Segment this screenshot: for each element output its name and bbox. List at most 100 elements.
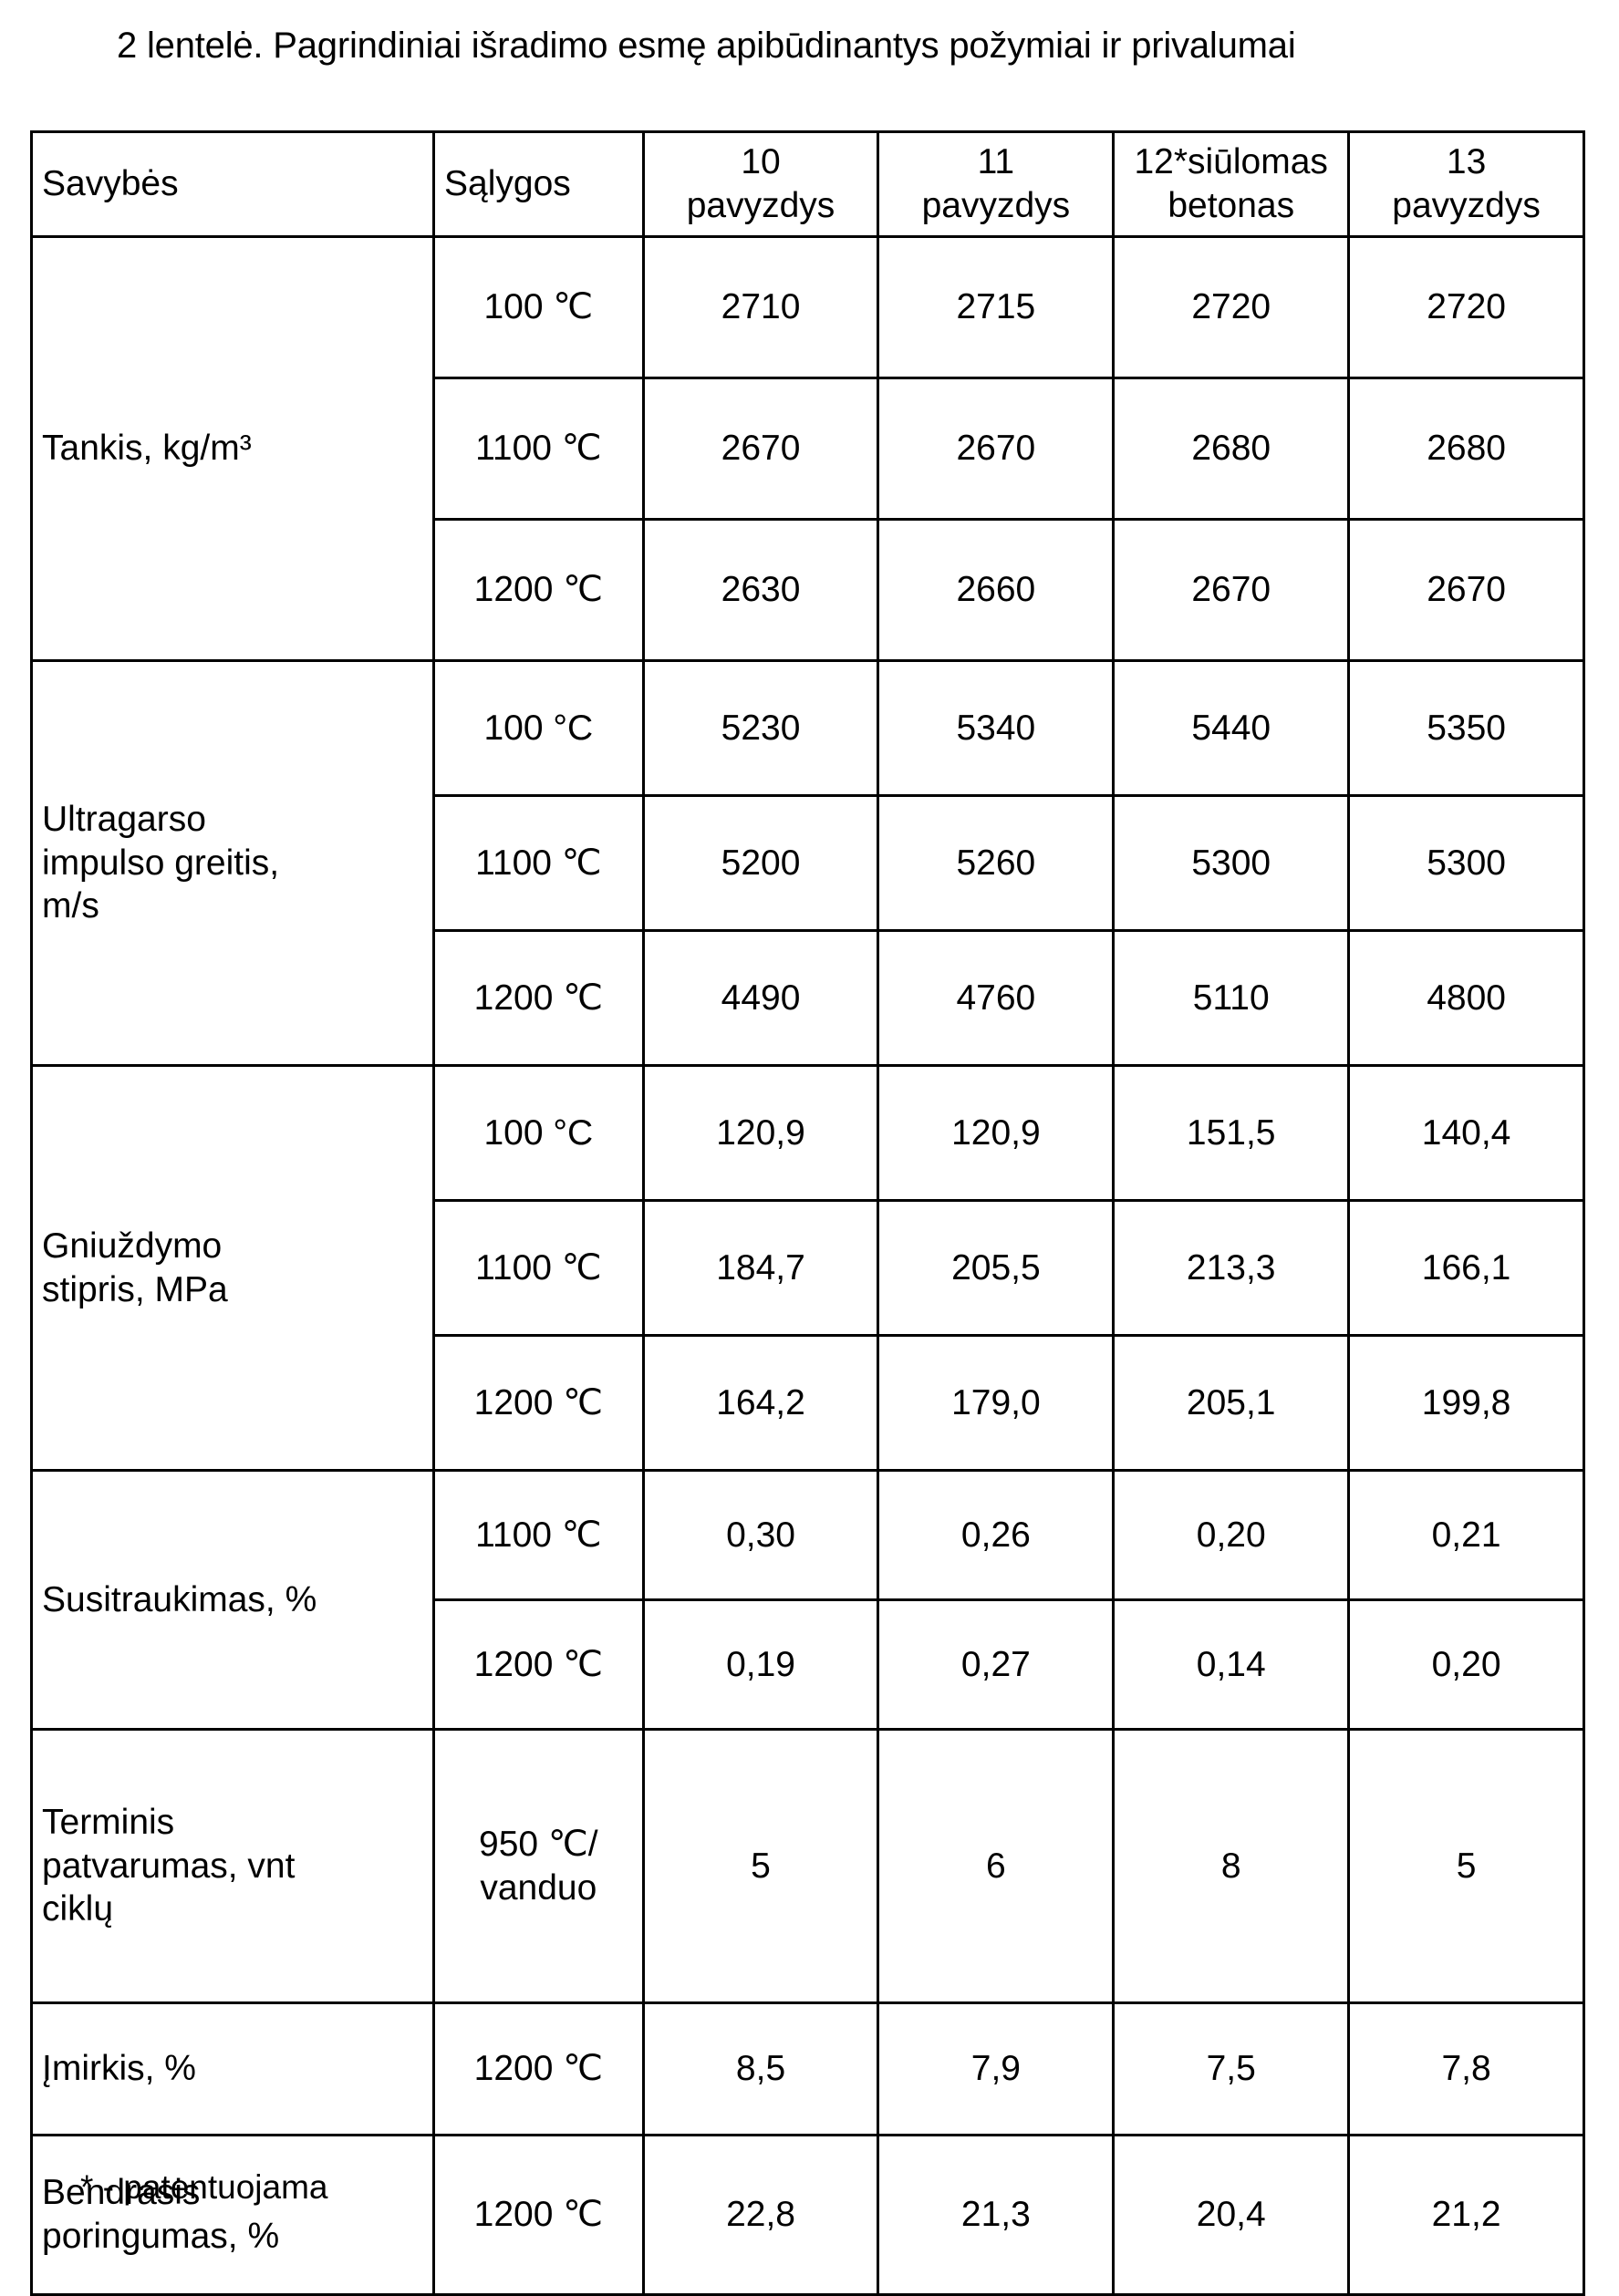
- value-cell-sample-2: 0,27: [877, 1598, 1116, 1731]
- value-cell-sample-4: 166,1: [1347, 1199, 1585, 1337]
- table-row: Bendrasis poringumas, % 1200 ℃ 22,8 21,3 20,…: [29, 2134, 1585, 2296]
- value-cell-sample-4: 0,21: [1347, 1469, 1585, 1601]
- value-cell-sample-1: 0,30: [641, 1469, 880, 1601]
- table-row: Terminis patvarumas, vnt ciklų 950 ℃/ van…: [29, 1728, 1585, 2004]
- value-cell-sample-1: 164,2: [641, 1334, 880, 1472]
- table-row: 1100 ℃ 2670 2670 2680 2680: [32, 377, 1585, 521]
- header-cell-sample-1: 10 pavyzdys: [641, 130, 880, 238]
- value-cell-sample-4: 5: [1347, 1728, 1585, 2004]
- table-row: Tankis, kg/m³ 100 ℃ 2710 2715 2720 2720: [29, 235, 1585, 662]
- value-cell-sample-3: 8: [1112, 1728, 1351, 2004]
- table-header-row: Savybės Sąlygos 10 pavyzdys 11 pavyzdys 12*s…: [29, 130, 1585, 238]
- property-label-cell: Gniuždymo stipris, MPa: [29, 1064, 436, 1472]
- value-cell-sample-2: 0,26: [877, 1469, 1116, 1601]
- value-cell-sample-2: 179,0: [877, 1334, 1116, 1472]
- condition-cell: 1200 ℃: [432, 2134, 645, 2296]
- header-cell-sample-4: 13 pavyzdys: [1347, 130, 1585, 238]
- value-cell-sample-3: 20,4: [1112, 2134, 1351, 2296]
- value-cell-sample-4: 199,8: [1347, 1334, 1585, 1472]
- properties-table: Savybės Sąlygos 10 pavyzdys 11 pavyzdys 12*s…: [29, 130, 1585, 2296]
- value-cell-sample-2: 7,9: [877, 2001, 1116, 2136]
- value-cell-sample-1: 4490: [641, 929, 880, 1067]
- value-cell-sample-3: 7,5: [1112, 2001, 1351, 2136]
- value-cell-sample-3: 2680: [1112, 377, 1351, 521]
- value-cell-sample-1: 22,8: [641, 2134, 880, 2296]
- value-cell-sample-1: 120,9: [641, 1064, 880, 1202]
- table-body: Savybės Sąlygos 10 pavyzdys 11 pavyzdys 12*s…: [29, 130, 1585, 2296]
- value-cell-sample-4: 2670: [1347, 518, 1585, 662]
- value-cell-sample-2: 120,9: [877, 1064, 1116, 1202]
- property-label-cell: Terminis patvarumas, vnt ciklų: [29, 1728, 436, 2004]
- value-cell-sample-4: 2720: [1347, 235, 1585, 379]
- value-cell-sample-4: 5350: [1347, 659, 1585, 797]
- condition-cell: 1200 ℃: [432, 1334, 645, 1472]
- value-cell-sample-3: 205,1: [1112, 1334, 1351, 1472]
- table-row: 1200 ℃ 164,2 179,0 205,1 199,8: [32, 1334, 1585, 1472]
- table-row: 1200 ℃ 4490 4760 5110 4800: [32, 929, 1585, 1067]
- value-cell-sample-3: 0,20: [1112, 1469, 1351, 1601]
- value-cell-sample-1: 184,7: [641, 1199, 880, 1337]
- table-footnote: * - patentuojama: [80, 2168, 328, 2206]
- property-label-cell: Įmirkis, %: [29, 2001, 436, 2136]
- value-cell-sample-4: 0,20: [1347, 1598, 1585, 1731]
- property-label-cell: Tankis, kg/m³: [29, 235, 436, 662]
- header-cell-sample-3: 12*siūlomas betonas: [1112, 130, 1351, 238]
- value-cell-sample-3: 5300: [1112, 794, 1351, 932]
- value-cell-sample-1: 5: [641, 1728, 880, 2004]
- value-cell-sample-3: 151,5: [1112, 1064, 1351, 1202]
- condition-cell: 100 ℃: [432, 235, 645, 379]
- table-row: Gniuždymo stipris, MPa 100 °C 120,9 120,9 15…: [29, 1064, 1585, 1472]
- condition-cell: 950 ℃/ vanduo: [432, 1728, 645, 2004]
- table-caption: 2 lentelė. Pagrindiniai išradimo esmę ap…: [117, 26, 1296, 66]
- condition-cell: 1200 ℃: [432, 929, 645, 1067]
- table-row: Įmirkis, % 1200 ℃ 8,5 7,9 7,5 7,8: [29, 2001, 1585, 2136]
- condition-cell: 1200 ℃: [432, 518, 645, 662]
- value-cell-sample-1: 0,19: [641, 1598, 880, 1731]
- table-row: 1100 ℃ 5200 5260 5300 5300: [32, 794, 1585, 932]
- property-label-cell: Susitraukimas, %: [29, 1469, 436, 1731]
- table-row: Ultragarso impulso greitis, m/s 100 °C 523…: [29, 659, 1585, 1067]
- property-label-cell: Ultragarso impulso greitis, m/s: [29, 659, 436, 1067]
- value-cell-sample-3: 2720: [1112, 235, 1351, 379]
- value-cell-sample-2: 2715: [877, 235, 1116, 379]
- condition-cell: 100 °C: [432, 659, 645, 797]
- value-cell-sample-2: 5260: [877, 794, 1116, 932]
- value-cell-sample-1: 8,5: [641, 2001, 880, 2136]
- condition-cell: 1100 ℃: [432, 1199, 645, 1337]
- value-cell-sample-2: 2670: [877, 377, 1116, 521]
- value-cell-sample-3: 5110: [1112, 929, 1351, 1067]
- value-cell-sample-4: 4800: [1347, 929, 1585, 1067]
- condition-cell: 1100 ℃: [432, 377, 645, 521]
- value-cell-sample-2: 5340: [877, 659, 1116, 797]
- value-cell-sample-1: 2630: [641, 518, 880, 662]
- value-cell-sample-2: 2660: [877, 518, 1116, 662]
- value-cell-sample-2: 6: [877, 1728, 1116, 2004]
- header-cell-property: Savybės: [29, 130, 436, 238]
- property-label-cell: Bendrasis poringumas, %: [29, 2134, 436, 2296]
- value-cell-sample-4: 2680: [1347, 377, 1585, 521]
- value-cell-sample-2: 4760: [877, 929, 1116, 1067]
- value-cell-sample-3: 213,3: [1112, 1199, 1351, 1337]
- value-cell-sample-1: 2670: [641, 377, 880, 521]
- condition-cell: 1100 ℃: [432, 1469, 645, 1601]
- table-row: Susitraukimas, % 1100 ℃ 0,30 0,26 0,20 0,21: [29, 1469, 1585, 1731]
- table-row: 1200 ℃ 0,19 0,27 0,14 0,20: [32, 1598, 1585, 1731]
- value-cell-sample-4: 140,4: [1347, 1064, 1585, 1202]
- value-cell-sample-2: 205,5: [877, 1199, 1116, 1337]
- value-cell-sample-4: 7,8: [1347, 2001, 1585, 2136]
- condition-cell: 1100 ℃: [432, 794, 645, 932]
- value-cell-sample-1: 5230: [641, 659, 880, 797]
- value-cell-sample-1: 2710: [641, 235, 880, 379]
- header-cell-condition: Sąlygos: [432, 130, 645, 238]
- value-cell-sample-3: 2670: [1112, 518, 1351, 662]
- condition-cell: 100 °C: [432, 1064, 645, 1202]
- value-cell-sample-3: 5440: [1112, 659, 1351, 797]
- value-cell-sample-4: 21,2: [1347, 2134, 1585, 2296]
- value-cell-sample-2: 21,3: [877, 2134, 1116, 2296]
- header-cell-sample-2: 11 pavyzdys: [877, 130, 1116, 238]
- value-cell-sample-4: 5300: [1347, 794, 1585, 932]
- value-cell-sample-1: 5200: [641, 794, 880, 932]
- table-row: 1200 ℃ 2630 2660 2670 2670: [32, 518, 1585, 662]
- value-cell-sample-3: 0,14: [1112, 1598, 1351, 1731]
